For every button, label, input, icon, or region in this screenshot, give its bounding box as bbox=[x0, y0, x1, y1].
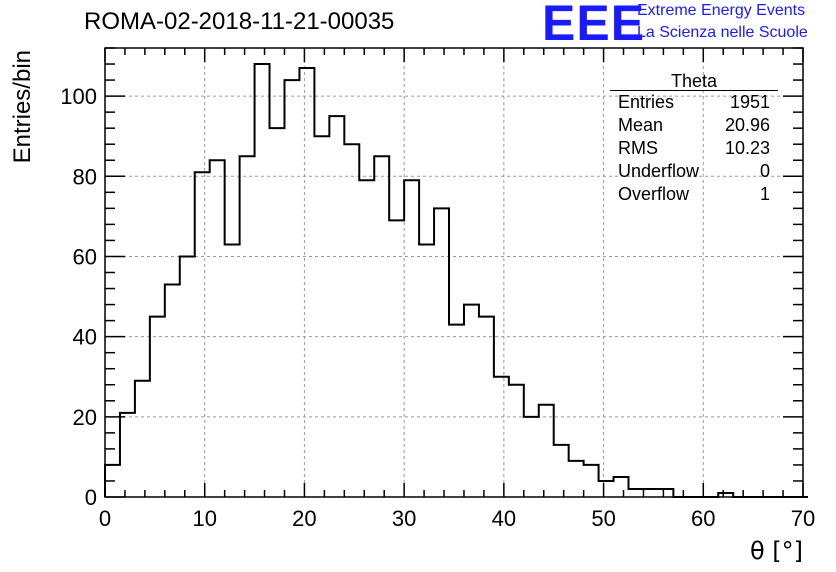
y-tick-label: 100 bbox=[60, 84, 97, 109]
y-axis-label: Entries/bin bbox=[9, 50, 36, 163]
y-tick-label: 40 bbox=[73, 325, 97, 350]
stats-value: 0 bbox=[759, 161, 770, 181]
x-tick-label: 20 bbox=[292, 506, 316, 531]
x-tick-label: 50 bbox=[591, 506, 615, 531]
stats-label: Mean bbox=[618, 115, 664, 135]
x-tick-label: 30 bbox=[392, 506, 416, 531]
stats-value: 1951 bbox=[729, 92, 770, 112]
eee-logo: EEE bbox=[542, 0, 646, 51]
logo-line-2: La Scienza nelle Scuole bbox=[637, 24, 808, 41]
stats-row-entries: Entries 1951 bbox=[610, 91, 778, 114]
stats-row-mean: Mean 20.96 bbox=[610, 114, 778, 137]
logo-line-1: Extreme Energy Events bbox=[637, 2, 806, 19]
y-tick-label: 60 bbox=[73, 244, 97, 269]
y-tick-label: 20 bbox=[73, 405, 97, 430]
stats-row-rms: RMS 10.23 bbox=[610, 137, 778, 160]
stats-value: 10.23 bbox=[724, 138, 770, 158]
stats-row-underflow: Underflow 0 bbox=[610, 160, 778, 183]
stats-label: Underflow bbox=[618, 161, 700, 181]
stats-title: Theta bbox=[610, 72, 778, 91]
stats-value: 20.96 bbox=[724, 115, 770, 135]
x-axis-label: θ [°] bbox=[750, 537, 803, 565]
stats-box: Theta Entries 1951 Mean 20.96 RMS 10.23 … bbox=[610, 72, 778, 206]
stats-label: RMS bbox=[618, 138, 658, 158]
stats-value: 1 bbox=[759, 184, 770, 204]
x-tick-label: 40 bbox=[492, 506, 516, 531]
x-tick-label: 60 bbox=[691, 506, 715, 531]
stats-row-overflow: Overflow 1 bbox=[610, 183, 778, 206]
stats-label: Entries bbox=[618, 92, 675, 112]
x-tick-label: 0 bbox=[99, 506, 111, 531]
x-tick-label: 70 bbox=[791, 506, 815, 531]
y-tick-label: 80 bbox=[73, 164, 97, 189]
histogram-series bbox=[104, 63, 808, 498]
stats-label: Overflow bbox=[618, 184, 690, 204]
x-tick-label: 10 bbox=[192, 506, 216, 531]
chart-title: ROMA-02-2018-11-21-00035 bbox=[84, 8, 395, 35]
y-tick-label: 0 bbox=[85, 485, 97, 510]
